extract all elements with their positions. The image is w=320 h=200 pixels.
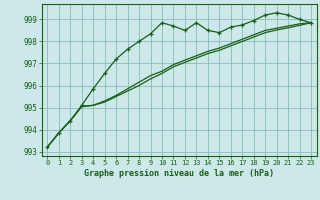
X-axis label: Graphe pression niveau de la mer (hPa): Graphe pression niveau de la mer (hPa) xyxy=(84,169,274,178)
